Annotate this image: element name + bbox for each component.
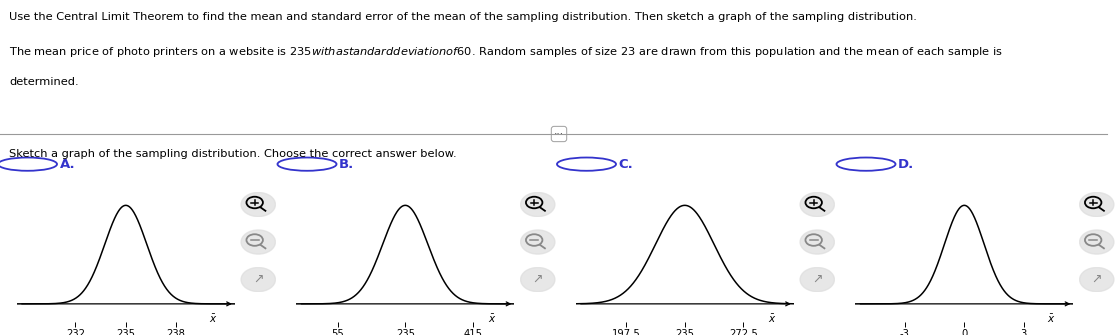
Text: $\bar{x}$: $\bar{x}$ [1048,313,1055,325]
Text: ···: ··· [553,129,565,139]
Text: determined.: determined. [9,77,78,87]
Text: A.: A. [59,158,75,171]
Circle shape [521,267,555,291]
Circle shape [1080,192,1114,216]
Circle shape [521,230,555,254]
Circle shape [241,192,275,216]
Text: $\bar{x}$: $\bar{x}$ [209,313,217,325]
Text: Sketch a graph of the sampling distribution. Choose the correct answer below.: Sketch a graph of the sampling distribut… [9,149,456,159]
Text: ↗: ↗ [532,273,543,286]
Circle shape [1080,230,1114,254]
Circle shape [800,192,834,216]
Circle shape [241,230,275,254]
Circle shape [800,267,834,291]
Text: ↗: ↗ [253,273,264,286]
Text: $\bar{x}$: $\bar{x}$ [768,313,776,325]
Circle shape [800,230,834,254]
Text: D.: D. [898,158,915,171]
Circle shape [241,267,275,291]
Text: ↗: ↗ [1091,273,1102,286]
Text: B.: B. [339,158,354,171]
Circle shape [521,192,555,216]
Circle shape [1080,267,1114,291]
Text: The mean price of photo printers on a website is $235 with a standard deviation : The mean price of photo printers on a we… [9,45,1003,59]
Text: Use the Central Limit Theorem to find the mean and standard error of the mean of: Use the Central Limit Theorem to find th… [9,12,917,22]
Text: $\bar{x}$: $\bar{x}$ [489,313,496,325]
Text: C.: C. [618,158,634,171]
Text: ↗: ↗ [812,273,823,286]
